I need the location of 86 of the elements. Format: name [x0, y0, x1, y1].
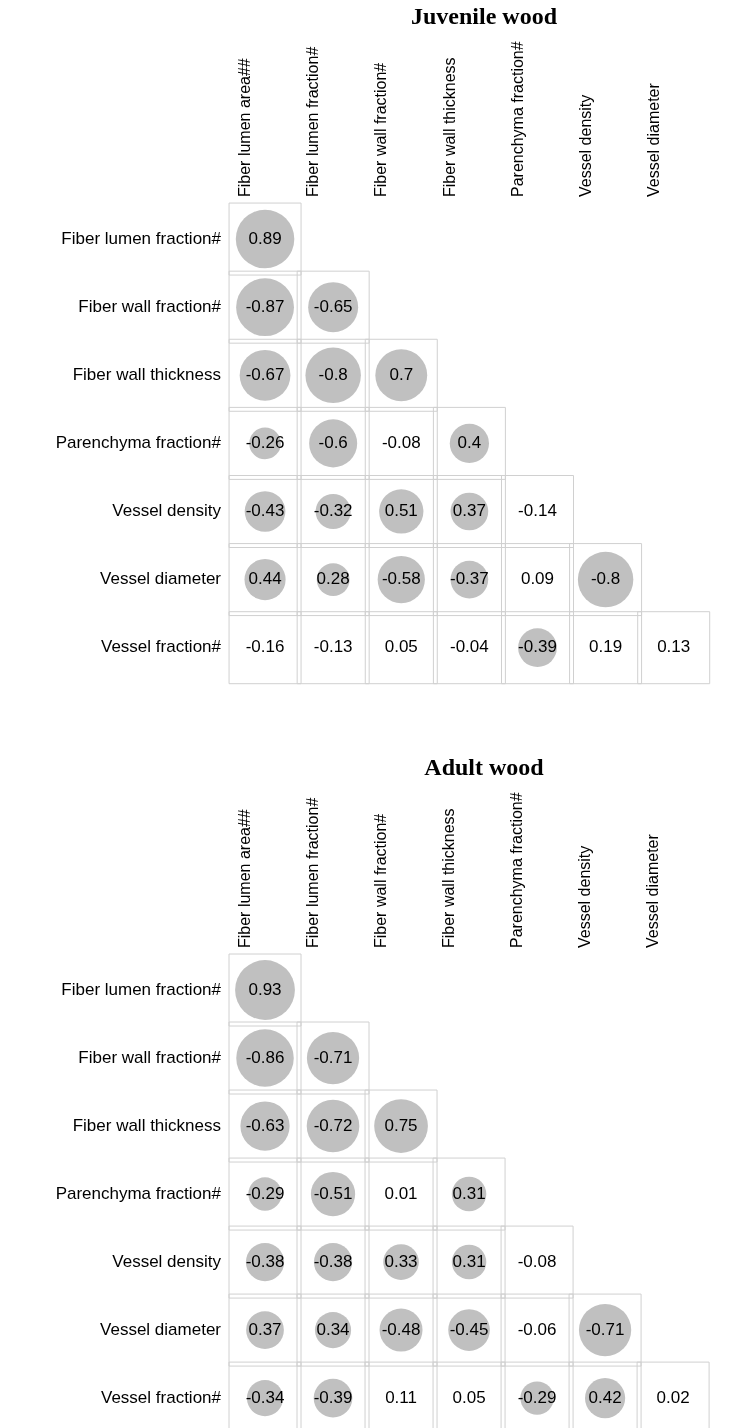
data-label: 0.28 — [316, 569, 350, 589]
x-tick-label: Vessel density — [576, 845, 594, 948]
data-label: 0.02 — [656, 1387, 690, 1407]
y-tick-label: Vessel diameter — [100, 1319, 222, 1339]
y-tick-label: Vessel fraction# — [100, 1387, 222, 1407]
data-label: -0.51 — [313, 1183, 353, 1203]
y-tick-label: Vessel density — [112, 501, 222, 521]
y-tick-label: Fiber wall fraction# — [78, 1047, 222, 1067]
data-label: -0.48 — [381, 1319, 421, 1339]
x-tick-label: Parenchyma fraction# — [508, 41, 526, 197]
data-label: -0.37 — [450, 569, 489, 589]
data-label: -0.87 — [245, 296, 285, 316]
data-label: -0.08 — [381, 433, 421, 453]
data-label: -0.32 — [313, 501, 353, 521]
data-label: 0.31 — [452, 1183, 486, 1203]
data-label: 0.42 — [588, 1387, 622, 1407]
data-label: -0.26 — [245, 433, 285, 453]
data-label: -0.13 — [313, 637, 353, 657]
data-label: 0.7 — [389, 364, 414, 384]
data-label: 0.51 — [384, 501, 418, 521]
data-label: 0.37 — [452, 501, 486, 521]
data-label: 0.33 — [384, 1251, 418, 1271]
y-tick-label: Vessel density — [112, 1251, 222, 1271]
y-tick-label: Fiber wall fraction# — [78, 296, 222, 316]
data-label: -0.43 — [245, 501, 285, 521]
data-label: -0.8 — [590, 569, 621, 589]
data-label: 0.37 — [248, 1319, 282, 1339]
data-label: 0.11 — [385, 1387, 417, 1407]
data-label: -0.71 — [585, 1319, 625, 1339]
data-label: 0.44 — [248, 569, 282, 589]
data-label: -0.8 — [318, 364, 348, 384]
y-tick-label: Parenchyma fraction# — [55, 1183, 222, 1203]
chart-title: Juvenile wood — [410, 3, 558, 30]
data-label: 0.05 — [452, 1387, 486, 1407]
x-tick-label: Fiber wall thickness — [440, 808, 458, 948]
data-label: 0.31 — [452, 1251, 486, 1271]
x-tick-label: Fiber lumen fraction# — [304, 797, 322, 948]
x-tick-label: Fiber lumen area## — [236, 58, 254, 197]
data-label: -0.45 — [449, 1319, 489, 1339]
x-tick-label: Fiber lumen fraction# — [304, 46, 322, 197]
y-tick-label: Parenchyma fraction# — [55, 433, 222, 453]
data-label: -0.29 — [245, 1183, 285, 1203]
x-tick-label: Fiber wall fraction# — [372, 62, 390, 197]
y-tick-label: Fiber lumen fraction# — [61, 979, 222, 999]
x-tick-label: Vessel diameter — [644, 833, 662, 948]
data-label: 0.4 — [457, 433, 482, 453]
data-label: -0.08 — [517, 1251, 557, 1271]
y-tick-label: Fiber lumen fraction# — [61, 228, 222, 248]
x-tick-label: Vessel density — [576, 94, 594, 197]
data-label: -0.6 — [318, 433, 348, 453]
data-label: 0.75 — [384, 1115, 418, 1135]
y-tick-label: Vessel fraction# — [100, 637, 222, 657]
data-label: -0.65 — [313, 296, 353, 316]
data-label: -0.39 — [518, 637, 557, 657]
data-label: -0.34 — [245, 1387, 285, 1407]
data-label: 0.01 — [384, 1183, 418, 1203]
data-label: 0.19 — [589, 637, 623, 657]
y-tick-label: Fiber wall thickness — [72, 364, 221, 384]
y-tick-label: Vessel diameter — [100, 569, 222, 589]
data-label: -0.04 — [450, 637, 489, 657]
data-label: -0.38 — [245, 1251, 285, 1271]
data-label: 0.34 — [316, 1319, 350, 1339]
data-label: -0.16 — [245, 637, 285, 657]
data-label: -0.86 — [245, 1047, 285, 1067]
data-label: -0.06 — [517, 1319, 557, 1339]
x-tick-label: Fiber wall thickness — [440, 57, 458, 197]
data-label: -0.58 — [381, 569, 421, 589]
data-label: 0.13 — [657, 637, 691, 657]
x-tick-label: Parenchyma fraction# — [508, 792, 526, 948]
x-tick-label: Fiber lumen area## — [236, 809, 254, 948]
data-label: -0.29 — [517, 1387, 557, 1407]
chart-title: Adult wood — [424, 754, 545, 781]
data-label: -0.72 — [313, 1115, 353, 1135]
x-tick-label: Fiber wall fraction# — [372, 813, 390, 948]
x-tick-label: Vessel diameter — [644, 82, 662, 197]
data-label: -0.71 — [313, 1047, 353, 1067]
data-label: -0.67 — [245, 364, 285, 384]
data-label: 0.05 — [384, 637, 418, 657]
data-label: -0.38 — [313, 1251, 353, 1271]
data-label: -0.14 — [518, 501, 557, 521]
data-label: 0.93 — [248, 979, 282, 999]
data-label: 0.09 — [520, 569, 555, 589]
data-label: 0.89 — [248, 228, 282, 248]
y-tick-label: Fiber wall thickness — [72, 1115, 221, 1135]
data-label: -0.63 — [245, 1115, 285, 1135]
data-label: -0.39 — [313, 1387, 353, 1407]
